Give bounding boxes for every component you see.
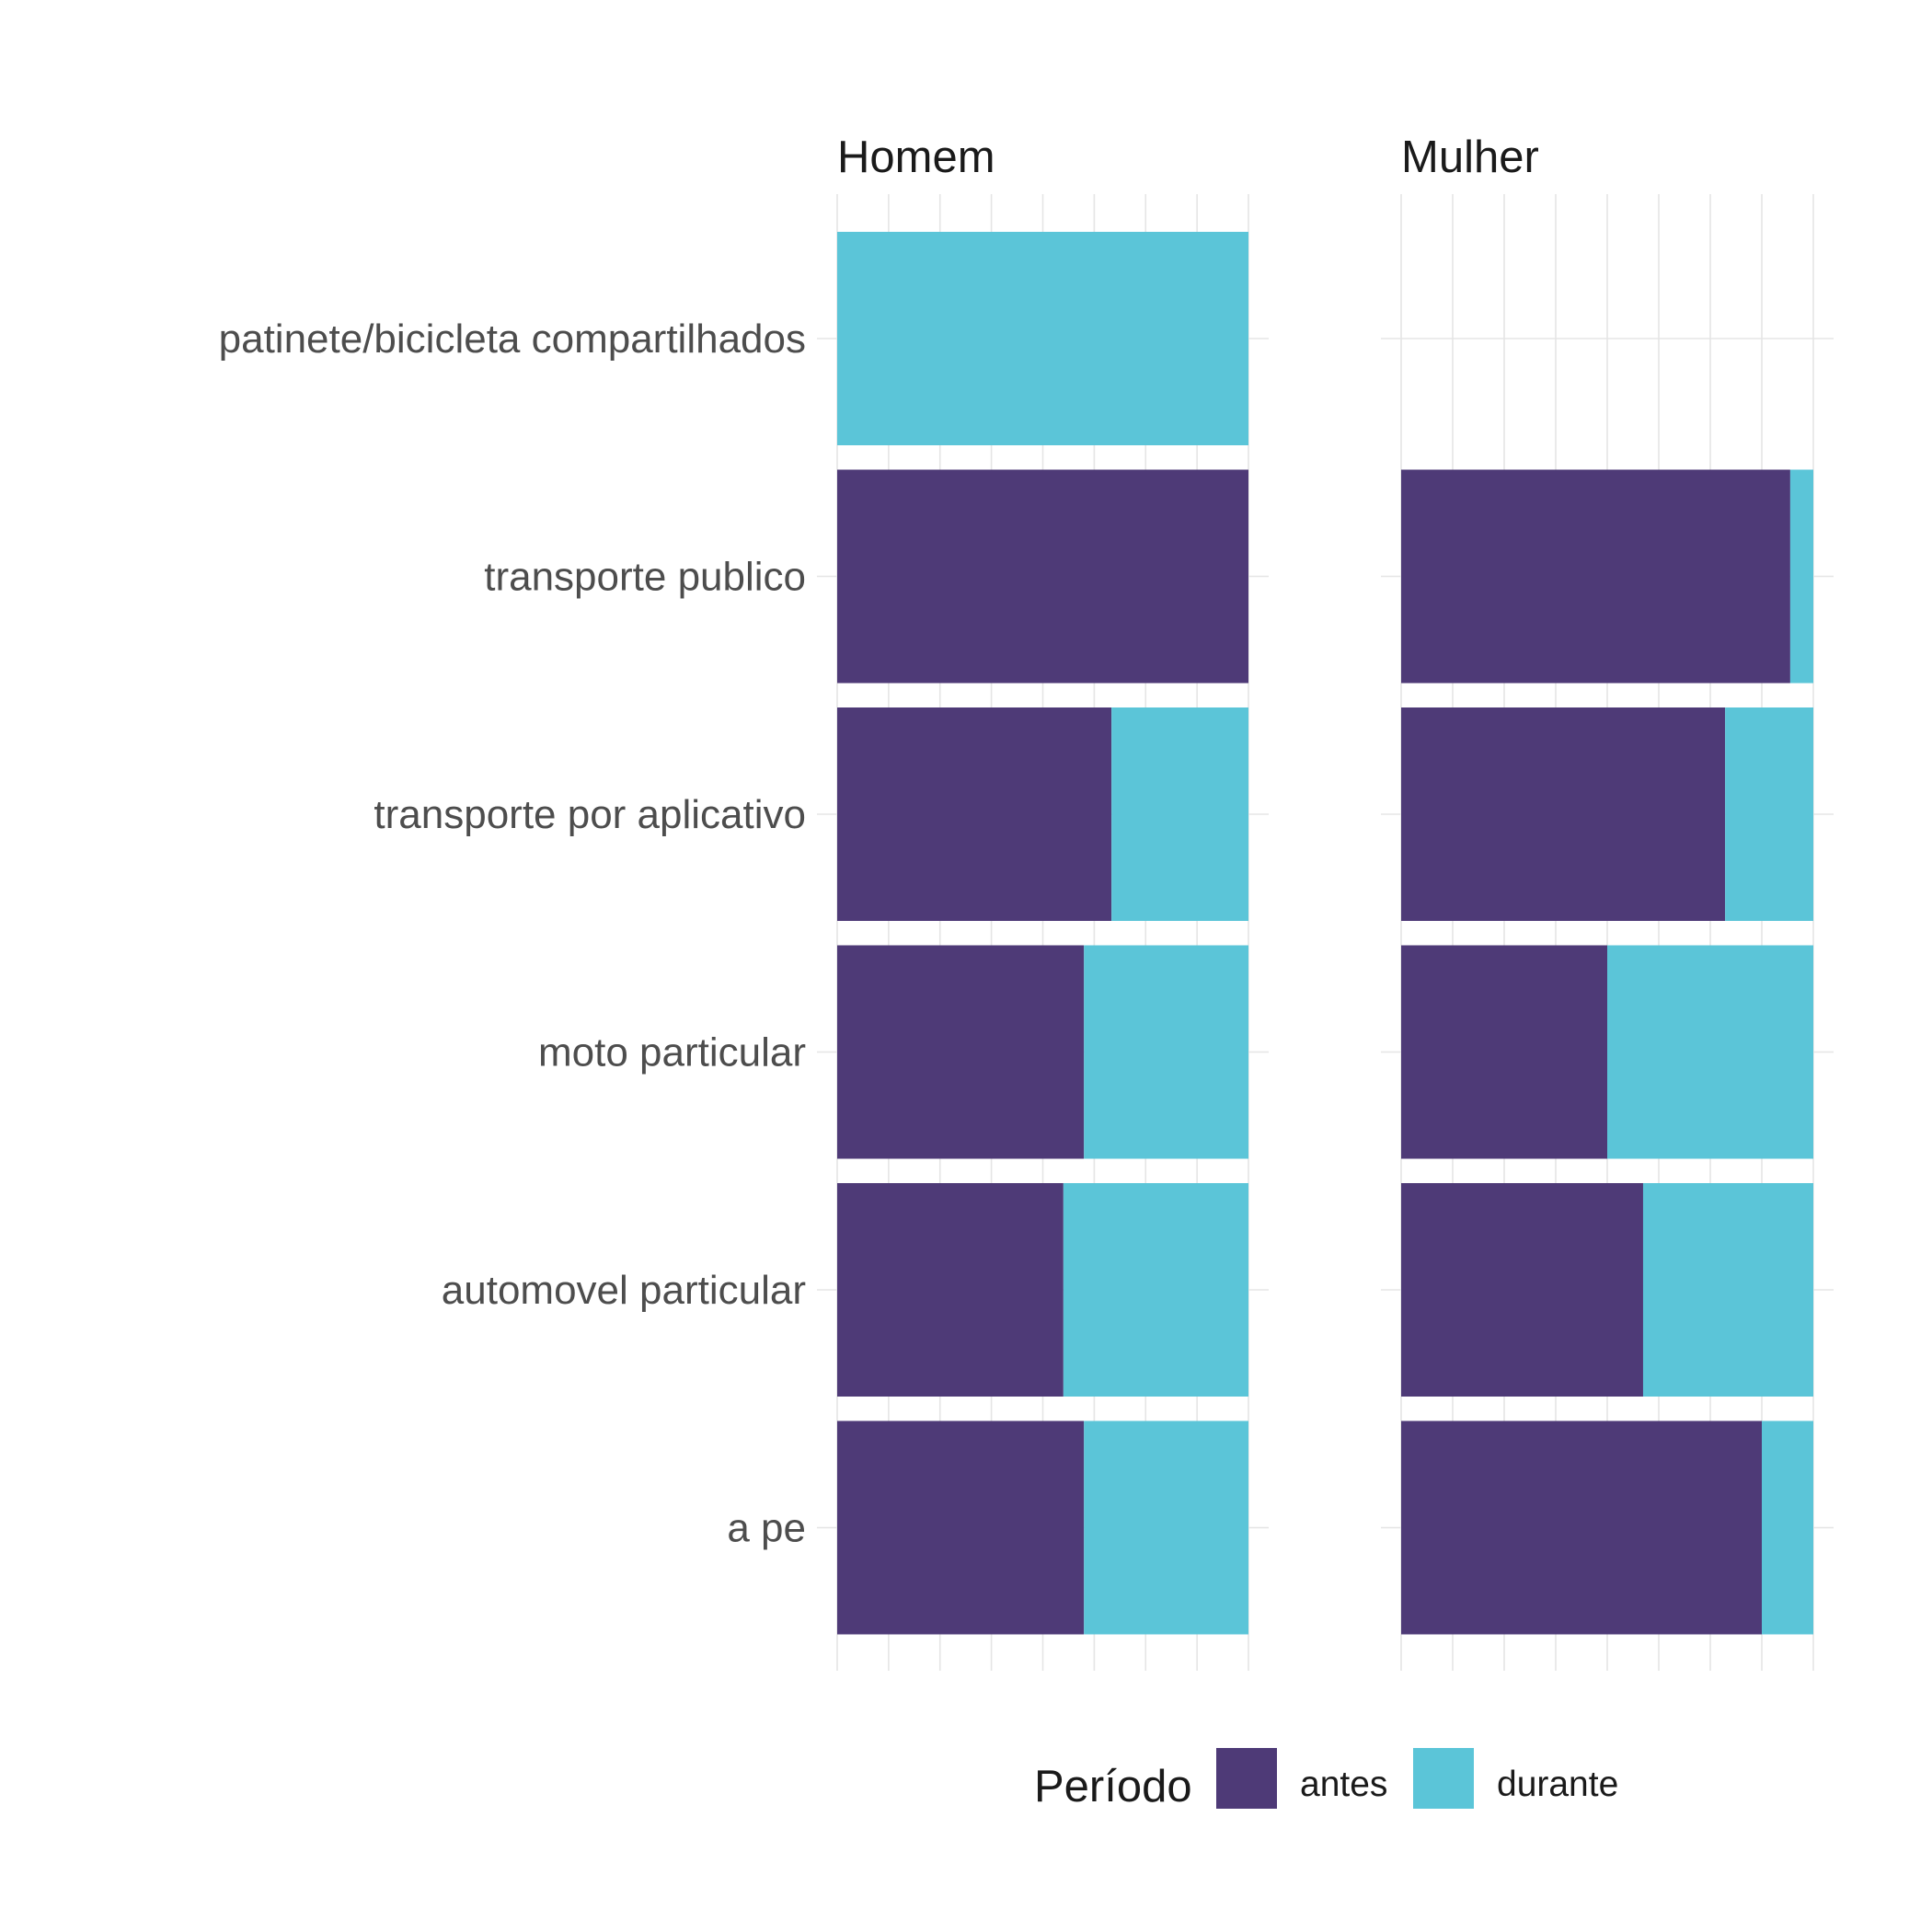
bar-homem-durante [1084,1420,1248,1635]
legend-swatch-antes [1216,1748,1277,1809]
legend-label-durante: durante [1497,1765,1618,1804]
bar-mulher-antes [1401,1183,1643,1397]
bar-homem-durante [837,232,1248,445]
panel-title-homem: Homem [837,132,995,182]
panel-strips: Homem Mulher [837,132,1539,182]
bar-homem-antes [837,1420,1085,1635]
category-label: transporte publico [484,555,806,600]
bar-homem-antes [837,469,1248,684]
bar-mulher-durante [1725,707,1813,921]
legend-swatch-durante [1413,1748,1474,1809]
bar-homem-durante [1063,1183,1248,1397]
panel-title-mulher: Mulher [1401,132,1539,182]
bar-layer [837,232,1813,1635]
bar-mulher-antes [1401,945,1607,1159]
bar-mulher-durante [1789,469,1813,684]
bar-homem-durante [1111,707,1248,921]
category-labels: patinete/bicicleta compartilhados transpo… [219,316,806,1551]
legend-title: Período [1034,1762,1192,1811]
bar-homem-antes [837,945,1085,1159]
bar-homem-antes [837,707,1112,921]
category-label: moto particular [538,1030,806,1075]
bar-homem-durante [1084,945,1248,1159]
bar-mulher-durante [1607,945,1813,1159]
bar-mulher-antes [1401,469,1790,684]
bar-mulher-antes [1401,707,1726,921]
legend-label-antes: antes [1300,1765,1387,1804]
bar-homem-antes [837,1183,1064,1397]
legend: Período antes durante [1034,1748,1618,1811]
category-label: transporte por aplicativo [374,792,806,837]
category-label: a pe [727,1506,806,1551]
bar-mulher-durante [1642,1183,1813,1397]
category-label: automovel particular [442,1268,806,1313]
bar-mulher-antes [1401,1420,1762,1635]
bar-mulher-durante [1762,1420,1813,1635]
category-label: patinete/bicicleta compartilhados [219,316,806,362]
